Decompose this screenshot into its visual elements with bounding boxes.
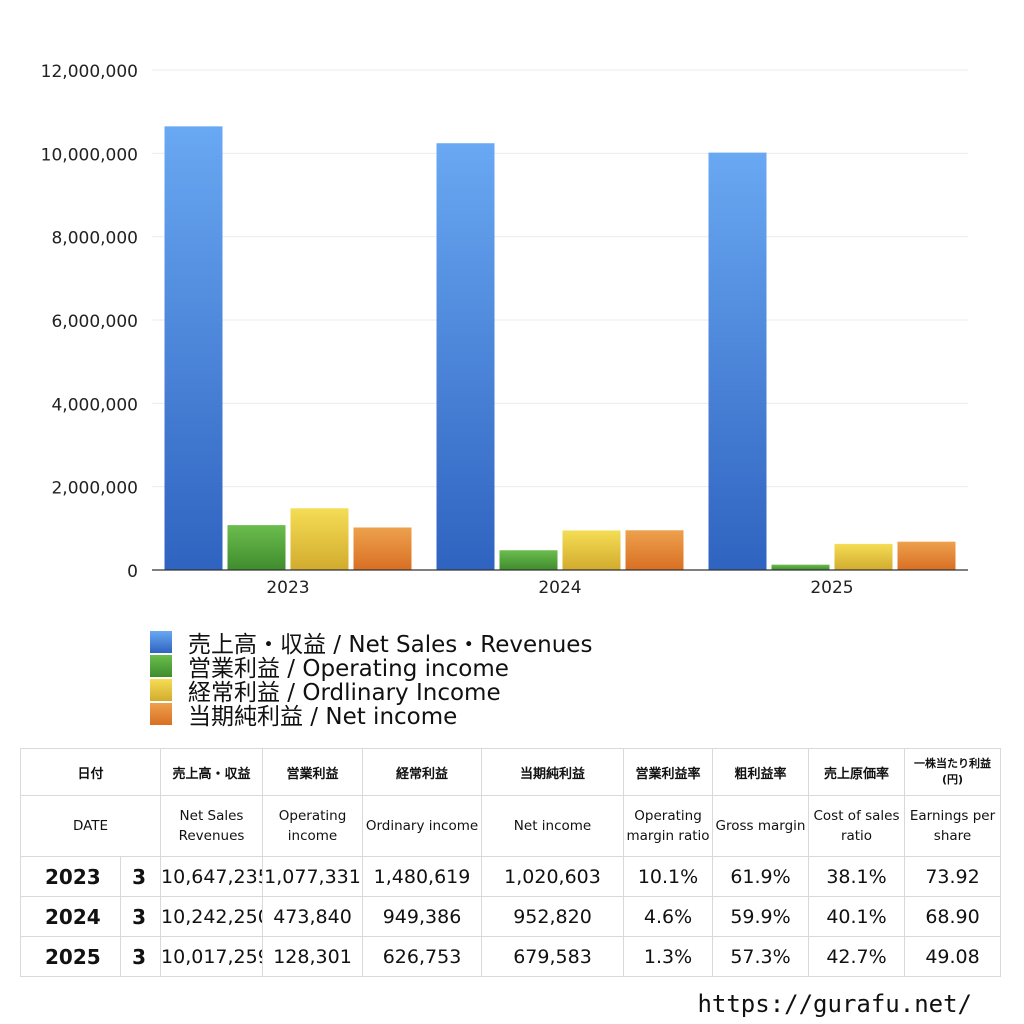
table-row: 2024 3 10,242,250 473,840 949,386 952,82… <box>20 896 1002 937</box>
bar-2023-series-2 <box>227 525 286 570</box>
cell-net: 679,583 <box>481 936 625 977</box>
legend-item-operating-income: 営業利益 / Operating income <box>150 654 592 682</box>
cell-cost: 40.1% <box>808 896 906 937</box>
y-tick-label: 4,000,000 <box>51 395 138 415</box>
cell-net: 952,820 <box>481 896 625 937</box>
cell-net: 1,020,603 <box>481 856 625 897</box>
cell-op-margin: 10.1% <box>623 856 714 897</box>
table-header-en: DATE Net Sales Revenues Operating income… <box>19 795 1002 857</box>
table-row: 2023 3 10,647,235 1,077,331 1,480,619 1,… <box>20 856 1002 897</box>
bar-2024-series-1 <box>436 143 495 571</box>
cell-gross: 57.3% <box>712 936 810 977</box>
legend-item-net-income: 当期純利益 / Net income <box>150 702 592 730</box>
cell-operating: 473,840 <box>262 896 364 937</box>
header-sales-en: Net Sales Revenues <box>160 795 264 857</box>
cell-sales: 10,017,259 <box>160 936 264 977</box>
cell-op-margin: 1.3% <box>623 936 714 977</box>
legend-swatch-ordinary-income <box>150 679 172 701</box>
legend-swatch-operating-income <box>150 655 172 677</box>
cell-cost: 42.7% <box>808 936 906 977</box>
legend-item-net-sales: 売上高・収益 / Net Sales・Revenues <box>150 630 592 658</box>
header-date-en: DATE <box>19 795 162 857</box>
cell-operating: 128,301 <box>262 936 364 977</box>
y-tick-label: 10,000,000 <box>41 145 138 165</box>
cell-gross: 59.9% <box>712 896 810 937</box>
header-gross-jp: 粗利益率 <box>712 748 810 796</box>
header-op-margin-en: Operating margin ratio <box>623 795 714 857</box>
header-date-jp: 日付 <box>19 748 162 796</box>
cell-sales: 10,647,235 <box>160 856 264 897</box>
header-operating-jp: 営業利益 <box>262 748 364 796</box>
header-op-margin-jp: 営業利益率 <box>623 748 714 796</box>
bar-2025-series-2 <box>771 564 830 570</box>
cell-ordinary: 949,386 <box>362 896 483 937</box>
bar-2024-series-4 <box>625 530 684 570</box>
table-row: 2025 3 10,017,259 128,301 626,753 679,58… <box>20 936 1002 977</box>
bar-2024-series-3 <box>562 530 621 570</box>
cell-month: 3 <box>119 936 162 977</box>
bar-chart: 0 2,000,000 4,000,000 6,000,000 8,000,000 10,… <box>41 62 968 598</box>
x-tick-label: 2025 <box>810 578 853 598</box>
cell-sales: 10,242,250 <box>160 896 264 937</box>
legend-swatch-net-income <box>150 703 172 725</box>
chart-legend: 売上高・収益 / Net Sales・Revenues 営業利益 / Opera… <box>150 630 592 730</box>
x-tick-label: 2024 <box>538 578 581 598</box>
header-net-en: Net income <box>481 795 625 857</box>
cell-month: 3 <box>119 856 162 897</box>
legend-label-ordinary-income: 経常利益 / Ordlinary Income <box>188 680 501 706</box>
cell-month: 3 <box>119 896 162 937</box>
header-net-jp: 当期純利益 <box>481 748 625 796</box>
cell-gross: 61.9% <box>712 856 810 897</box>
y-tick-label: 12,000,000 <box>41 62 138 82</box>
header-gross-en: Gross margin <box>712 795 810 857</box>
cell-op-margin: 4.6% <box>623 896 714 937</box>
legend-swatch-net-sales <box>150 631 172 653</box>
y-tick-label: 2,000,000 <box>51 479 138 499</box>
cell-operating: 1,077,331 <box>262 856 364 897</box>
bar-2023-series-1 <box>164 126 223 571</box>
footer-url[interactable]: https://gurafu.net/ <box>697 990 972 1018</box>
header-cost-jp: 売上原価率 <box>808 748 906 796</box>
cell-ordinary: 1,480,619 <box>362 856 483 897</box>
header-ordinary-jp: 経常利益 <box>362 748 483 796</box>
financial-table: 日付 売上高・収益 営業利益 経常利益 当期純利益 営業利益率 粗利益率 売上原… <box>19 748 1002 977</box>
cell-eps: 73.92 <box>904 856 1002 897</box>
header-eps-en: Earnings per share <box>904 795 1002 857</box>
cell-cost: 38.1% <box>808 856 906 897</box>
header-cost-en: Cost of sales ratio <box>808 795 906 857</box>
legend-item-ordinary-income: 経常利益 / Ordlinary Income <box>150 678 592 706</box>
bar-2025-series-3 <box>834 543 893 570</box>
bar-2023-series-3 <box>290 508 349 570</box>
bar-2024-series-2 <box>499 550 558 570</box>
table-header-jp: 日付 売上高・収益 営業利益 経常利益 当期純利益 営業利益率 粗利益率 売上原… <box>19 748 1002 796</box>
legend-label-operating-income: 営業利益 / Operating income <box>188 656 509 682</box>
bar-2025-series-4 <box>897 541 956 570</box>
cell-ordinary: 626,753 <box>362 936 483 977</box>
cell-eps: 68.90 <box>904 896 1002 937</box>
cell-eps: 49.08 <box>904 936 1002 977</box>
cell-year: 2025 <box>20 936 121 977</box>
legend-label-net-sales: 売上高・収益 / Net Sales・Revenues <box>188 632 593 658</box>
bar-2025-series-1 <box>708 152 767 571</box>
x-tick-label: 2023 <box>266 578 309 598</box>
legend-label-net-income: 当期純利益 / Net income <box>188 704 458 730</box>
cell-year: 2023 <box>20 856 121 897</box>
y-tick-label: 0 <box>127 562 138 582</box>
header-ordinary-en: Ordinary income <box>362 795 483 857</box>
header-operating-en: Operating income <box>262 795 364 857</box>
cell-year: 2024 <box>20 896 121 937</box>
header-sales-jp: 売上高・収益 <box>160 748 264 796</box>
y-tick-label: 6,000,000 <box>51 312 138 332</box>
header-eps-jp: 一株当たり利益(円) <box>904 748 1002 796</box>
bar-2023-series-4 <box>353 527 412 570</box>
y-tick-label: 8,000,000 <box>51 229 138 249</box>
